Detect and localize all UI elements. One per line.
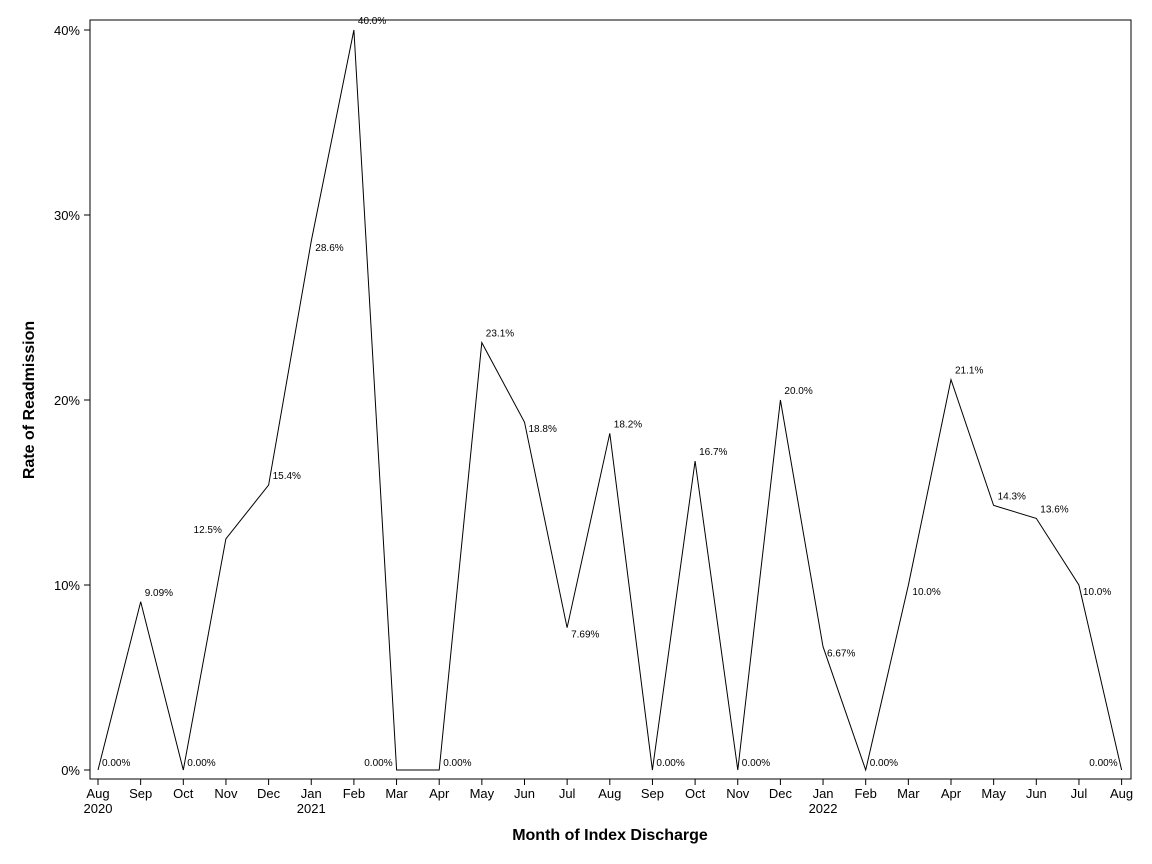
- data-label: 7.69%: [571, 630, 599, 641]
- x-tick-label: Oct: [173, 786, 194, 801]
- x-tick-label: Jun: [514, 786, 535, 801]
- x-year-label: 2022: [809, 801, 838, 816]
- data-label: 15.4%: [273, 471, 301, 482]
- data-label: 40.0%: [358, 16, 386, 27]
- data-label: 18.2%: [614, 419, 642, 430]
- data-label: 0.00%: [102, 758, 130, 769]
- x-tick-label: Jan: [813, 786, 834, 801]
- y-tick-label: 0%: [61, 763, 80, 778]
- data-label: 10.0%: [912, 587, 940, 598]
- data-label: 10.0%: [1083, 587, 1111, 598]
- x-tick-label: Dec: [257, 786, 281, 801]
- x-tick-label: Aug: [598, 786, 621, 801]
- x-tick-label: Jun: [1026, 786, 1047, 801]
- x-tick-label: Dec: [769, 786, 793, 801]
- x-tick-label: Feb: [854, 786, 876, 801]
- data-label: 6.67%: [827, 649, 855, 660]
- x-tick-label: Nov: [726, 786, 750, 801]
- x-tick-label: Aug: [1110, 786, 1133, 801]
- y-tick-label: 10%: [54, 578, 80, 593]
- x-year-label: 2021: [297, 801, 326, 816]
- series-line: [97, 29, 1123, 772]
- data-label: 28.6%: [315, 243, 343, 254]
- data-label: 0.00%: [443, 758, 471, 769]
- data-label: 9.09%: [145, 588, 173, 599]
- y-axis-title: Rate of Readmission: [21, 321, 38, 479]
- plot-frame: [89, 19, 1132, 780]
- data-label: 0.00%: [1089, 758, 1117, 769]
- x-tick-label: Sep: [129, 786, 152, 801]
- y-tick-label: 40%: [54, 23, 80, 38]
- x-tick-label: Sep: [641, 786, 664, 801]
- y-tick-label: 30%: [54, 208, 80, 223]
- x-tick-label: May: [470, 786, 495, 801]
- data-label: 18.8%: [529, 424, 557, 435]
- data-label: 0.00%: [742, 758, 770, 769]
- x-tick-label: Jan: [301, 786, 322, 801]
- data-label: 23.1%: [486, 329, 514, 340]
- y-axis: 0% 10% 20% 30% 40%: [54, 23, 90, 778]
- x-year-label: 2020: [84, 801, 113, 816]
- x-tick-label: Aug: [86, 786, 109, 801]
- x-tick-label: Mar: [897, 786, 920, 801]
- data-label: 16.7%: [699, 447, 727, 458]
- x-tick-label: Mar: [385, 786, 408, 801]
- data-label: 0.00%: [870, 758, 898, 769]
- x-tick-label: Nov: [214, 786, 238, 801]
- data-labels: 0.00% 9.09% 0.00% 12.5% 15.4% 28.6% 40.0% 0.00%…: [102, 16, 1118, 769]
- x-tick-label: Apr: [429, 786, 450, 801]
- data-label: 12.5%: [194, 525, 222, 536]
- data-label: 0.00%: [364, 758, 392, 769]
- data-label: 14.3%: [998, 491, 1026, 502]
- x-tick-label: May: [981, 786, 1006, 801]
- data-label: 0.00%: [187, 758, 215, 769]
- x-tick-label: Jul: [1071, 786, 1088, 801]
- data-label: 21.1%: [955, 366, 983, 377]
- x-tick-label: Apr: [941, 786, 962, 801]
- x-tick-label: Oct: [685, 786, 706, 801]
- x-tick-label: Jul: [559, 786, 576, 801]
- data-label: 20.0%: [784, 386, 812, 397]
- x-tick-label: Feb: [343, 786, 365, 801]
- y-tick-label: 20%: [54, 393, 80, 408]
- data-label: 13.6%: [1040, 504, 1068, 515]
- x-axis-title: Month of Index Discharge: [512, 827, 708, 844]
- data-label: 0.00%: [656, 758, 684, 769]
